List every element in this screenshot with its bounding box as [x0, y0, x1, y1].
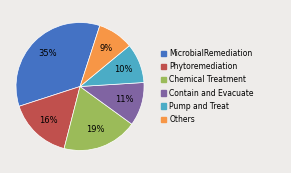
Wedge shape — [80, 26, 129, 86]
Legend: MicrobialRemediation, Phytoremediation, Chemical Treatment, Contain and Evacuate: MicrobialRemediation, Phytoremediation, … — [161, 49, 254, 124]
Text: 19%: 19% — [86, 125, 105, 134]
Text: 11%: 11% — [115, 95, 134, 104]
Wedge shape — [64, 86, 132, 151]
Wedge shape — [80, 83, 144, 124]
Wedge shape — [80, 46, 144, 86]
Wedge shape — [16, 22, 100, 106]
Text: 16%: 16% — [39, 116, 58, 125]
Wedge shape — [19, 86, 80, 148]
Text: 35%: 35% — [38, 49, 57, 58]
Text: 10%: 10% — [113, 65, 132, 74]
Text: 9%: 9% — [99, 44, 113, 53]
